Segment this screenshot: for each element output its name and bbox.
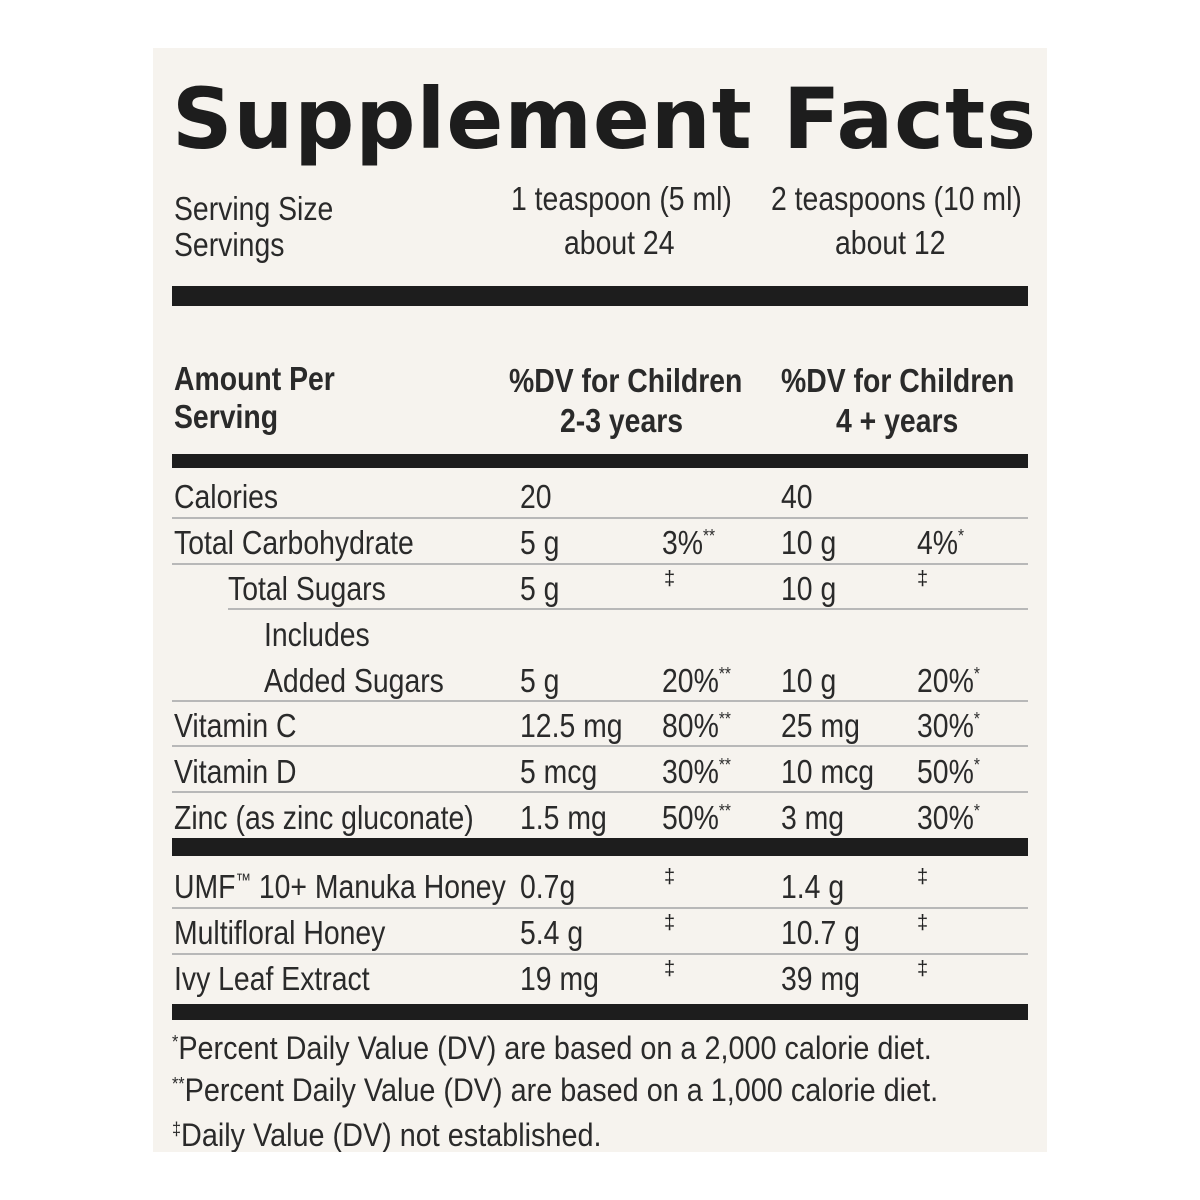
- col2-servings: about 12: [835, 224, 946, 261]
- row-multifloral-amount2: 10.7 g: [781, 914, 860, 951]
- servings-label: Servings: [174, 226, 285, 263]
- row-added-sugars-dv2: 20%*: [917, 662, 980, 699]
- row-divider: [172, 700, 1028, 702]
- label-title: Supplement Facts: [172, 70, 1038, 168]
- row-divider: [172, 791, 1028, 793]
- row-ivy-name: Ivy Leaf Extract: [174, 960, 370, 997]
- thick-divider-middle: [172, 838, 1028, 856]
- row-divider: [172, 953, 1028, 955]
- row-zinc-dv2: 30%*: [917, 799, 980, 836]
- row-vitamin-c-dv2: 30%*: [917, 707, 980, 744]
- row-vitamin-c-dv1: 80%**: [662, 707, 731, 744]
- row-divider: [172, 517, 1028, 519]
- col1-serving-size: 1 teaspoon (5 ml): [511, 180, 732, 217]
- footnote-2000: *Percent Daily Value (DV) are based on a…: [172, 1030, 932, 1066]
- row-vitamin-c-name: Vitamin C: [174, 707, 297, 744]
- supplement-facts-panel: [153, 48, 1047, 1152]
- row-vitamin-c-amount2: 25 mg: [781, 707, 860, 744]
- row-added-sugars-name-line1: Includes: [264, 616, 370, 653]
- serving-size-label: Serving Size: [174, 190, 334, 227]
- row-vitamin-d-name: Vitamin D: [174, 753, 297, 790]
- row-total-carb-amount1: 5 g: [520, 524, 560, 561]
- row-ivy-amount1: 19 mg: [520, 960, 599, 997]
- row-manuka-mark2: ‡: [917, 866, 929, 888]
- header-col1-line1: %DV for Children: [509, 362, 743, 399]
- row-zinc-amount2: 3 mg: [781, 799, 845, 836]
- row-multifloral-name: Multifloral Honey: [174, 914, 386, 951]
- row-total-carb-dv1: 3%**: [662, 524, 716, 561]
- thick-divider-header: [172, 454, 1028, 468]
- row-calories-amount2: 40: [781, 478, 813, 515]
- row-divider: [172, 563, 1028, 565]
- row-total-sugars-amount2: 10 g: [781, 570, 837, 607]
- row-ivy-mark2: ‡: [917, 958, 929, 980]
- row-added-sugars-name: Added Sugars: [264, 662, 444, 699]
- row-total-sugars-mark1: ‡: [664, 568, 676, 590]
- row-zinc-dv1: 50%**: [662, 799, 731, 836]
- row-added-sugars-amount2: 10 g: [781, 662, 837, 699]
- row-vitamin-d-amount1: 5 mcg: [520, 753, 598, 790]
- row-vitamin-c-amount1: 12.5 mg: [520, 707, 623, 744]
- row-vitamin-d-dv1: 30%**: [662, 753, 731, 790]
- row-calories-name: Calories: [174, 478, 279, 515]
- row-manuka-mark1: ‡: [664, 866, 676, 888]
- row-total-sugars-mark2: ‡: [917, 568, 929, 590]
- row-added-sugars-dv1: 20%**: [662, 662, 731, 699]
- header-amount-line2: Serving: [174, 398, 279, 435]
- row-manuka-amount2: 1.4 g: [781, 868, 845, 905]
- row-total-carb-dv2: 4%*: [917, 524, 965, 561]
- row-zinc-amount1: 1.5 mg: [520, 799, 607, 836]
- row-vitamin-d-amount2: 10 mcg: [781, 753, 875, 790]
- footnote-1000: **Percent Daily Value (DV) are based on …: [172, 1072, 939, 1108]
- row-total-carb-name: Total Carbohydrate: [174, 524, 414, 561]
- row-added-sugars-amount1: 5 g: [520, 662, 560, 699]
- row-divider: [228, 608, 1028, 610]
- thick-divider-bottom: [172, 1004, 1028, 1020]
- thick-divider-top: [172, 286, 1028, 306]
- row-zinc-name: Zinc (as zinc gluconate): [174, 799, 474, 836]
- row-vitamin-d-dv2: 50%*: [917, 753, 980, 790]
- header-col1-line2: 2-3 years: [560, 402, 684, 439]
- header-amount-line1: Amount Per: [174, 360, 335, 397]
- row-multifloral-amount1: 5.4 g: [520, 914, 584, 951]
- col1-servings: about 24: [564, 224, 675, 261]
- row-total-carb-amount2: 10 g: [781, 524, 837, 561]
- row-manuka-name: UMF™ 10+ Manuka Honey: [174, 868, 506, 905]
- row-calories-amount1: 20: [520, 478, 552, 515]
- header-col2-line2: 4 + years: [836, 402, 959, 439]
- row-ivy-amount2: 39 mg: [781, 960, 860, 997]
- col2-serving-size: 2 teaspoons (10 ml): [771, 180, 1022, 217]
- row-divider: [172, 745, 1028, 747]
- row-multifloral-mark2: ‡: [917, 912, 929, 934]
- header-col2-line1: %DV for Children: [781, 362, 1015, 399]
- footnote-not-established: ‡Daily Value (DV) not established.: [172, 1117, 602, 1152]
- row-manuka-amount1: 0.7g: [520, 868, 576, 905]
- row-total-sugars-amount1: 5 g: [520, 570, 560, 607]
- row-total-sugars-name: Total Sugars: [228, 570, 386, 607]
- row-divider: [172, 907, 1028, 909]
- row-ivy-mark1: ‡: [664, 958, 676, 980]
- row-multifloral-mark1: ‡: [664, 912, 676, 934]
